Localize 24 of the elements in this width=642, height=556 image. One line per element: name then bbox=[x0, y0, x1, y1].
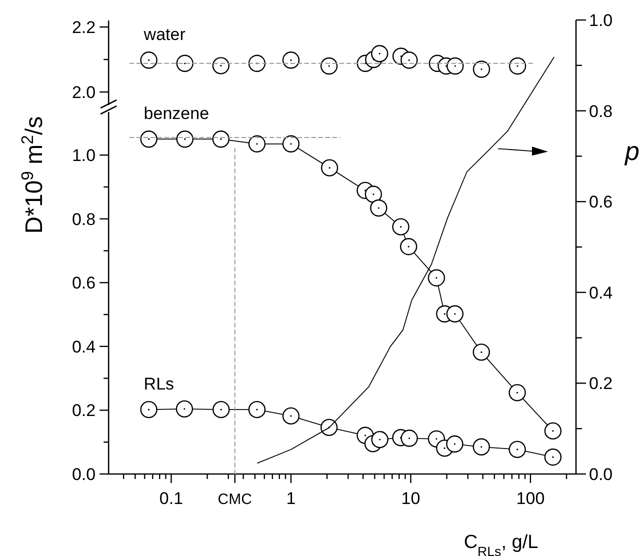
x-tick-label: CMC bbox=[218, 491, 252, 508]
x-tick-label: 0.1 bbox=[159, 489, 184, 508]
x-tick-label: 10 bbox=[401, 489, 420, 508]
x-axis-title: C$_{RLs}$, g/L bbox=[464, 532, 538, 556]
y-tick-label: 2.2 bbox=[72, 18, 96, 37]
y2-axis-title: p bbox=[624, 136, 640, 166]
x-tick-label: 1 bbox=[286, 489, 296, 508]
y2-tick-label: 0.2 bbox=[589, 374, 613, 394]
legend-label: water bbox=[142, 25, 186, 44]
y2-tick-label: 1.0 bbox=[589, 10, 613, 30]
y2-tick-label: 0.0 bbox=[589, 464, 613, 484]
y2-tick-label: 0.6 bbox=[589, 192, 613, 212]
y2-tick-label: 0.4 bbox=[589, 283, 613, 302]
y-tick-label: 2.0 bbox=[72, 82, 96, 102]
x-tick-label: 100 bbox=[516, 489, 545, 508]
series-label: benzene bbox=[144, 104, 210, 124]
y-tick-label: 0.6 bbox=[72, 274, 96, 293]
y2-tick-label: 0.8 bbox=[589, 102, 613, 121]
y-tick-label: 0.8 bbox=[72, 210, 96, 229]
legend-label: RLs bbox=[144, 374, 174, 394]
y-tick-label: 0.2 bbox=[72, 401, 96, 420]
y-tick-label: 0.0 bbox=[72, 464, 96, 484]
y-tick-label: 0.4 bbox=[72, 337, 96, 356]
y-tick-label: 1.0 bbox=[72, 146, 96, 166]
